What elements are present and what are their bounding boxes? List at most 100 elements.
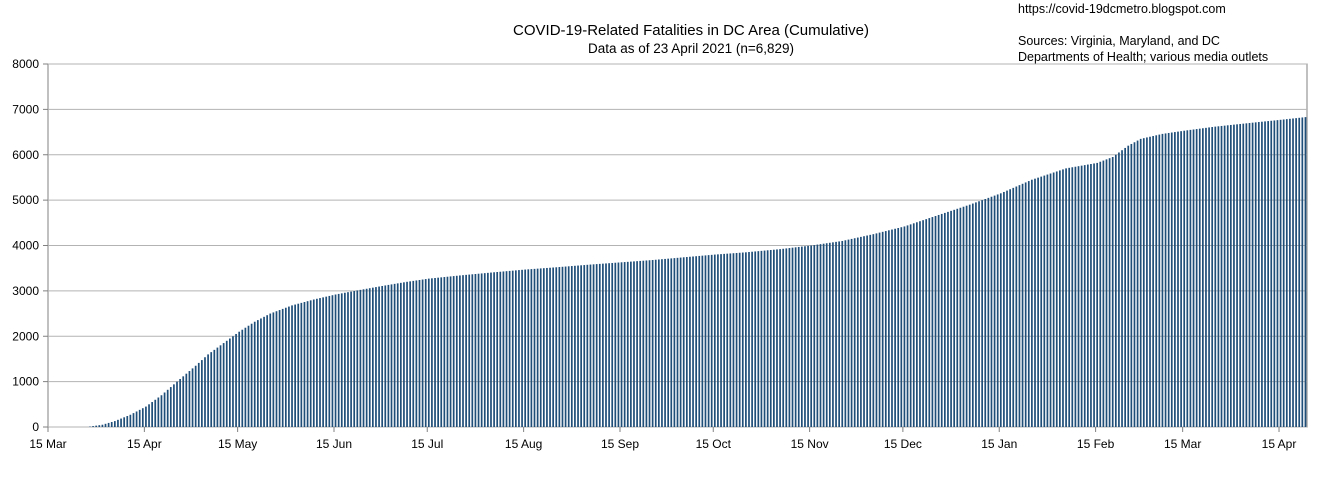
bar bbox=[1223, 125, 1226, 427]
bar bbox=[853, 238, 856, 427]
bar bbox=[698, 255, 701, 427]
bar bbox=[1111, 157, 1114, 427]
bar bbox=[937, 214, 940, 427]
bar bbox=[664, 258, 666, 427]
bar bbox=[1065, 168, 1067, 428]
bar bbox=[266, 315, 269, 427]
bar bbox=[670, 258, 673, 427]
bar bbox=[602, 263, 604, 427]
bar bbox=[611, 262, 614, 427]
bar bbox=[1093, 163, 1095, 427]
bar bbox=[412, 280, 415, 427]
bar bbox=[682, 257, 685, 427]
bar bbox=[1105, 159, 1108, 427]
bar bbox=[378, 286, 380, 427]
bar bbox=[459, 275, 461, 427]
bar bbox=[1130, 143, 1133, 427]
bar bbox=[1083, 165, 1086, 427]
bar bbox=[129, 414, 132, 427]
bar bbox=[800, 246, 803, 427]
bar bbox=[959, 207, 962, 427]
bar bbox=[713, 254, 716, 427]
bar bbox=[284, 307, 287, 427]
bar bbox=[1248, 122, 1251, 428]
bar bbox=[92, 426, 94, 427]
bar bbox=[888, 230, 890, 427]
bar bbox=[825, 243, 828, 427]
bar bbox=[794, 247, 797, 427]
bar bbox=[446, 276, 449, 427]
x-axis: 15 Mar 15 Apr 15 May 15 Jun 15 Jul 15 Aug 15 S… bbox=[29, 427, 1296, 451]
bar bbox=[325, 296, 328, 427]
bar bbox=[1114, 154, 1117, 427]
bar bbox=[984, 198, 987, 427]
bar bbox=[583, 265, 586, 427]
bar bbox=[679, 257, 682, 427]
bar bbox=[126, 416, 129, 427]
bar bbox=[872, 234, 875, 427]
bar bbox=[316, 298, 318, 427]
bar bbox=[173, 384, 175, 427]
bar bbox=[455, 275, 458, 427]
bar bbox=[384, 285, 387, 427]
bar bbox=[359, 289, 362, 427]
bar bbox=[1304, 117, 1307, 427]
bar bbox=[1220, 125, 1223, 428]
y-tick-label: 1000 bbox=[12, 375, 39, 389]
bar bbox=[1285, 119, 1288, 427]
bar bbox=[788, 248, 791, 427]
bar bbox=[558, 267, 561, 427]
bar bbox=[1024, 182, 1027, 427]
bar bbox=[334, 294, 337, 427]
bar bbox=[685, 257, 688, 427]
bar bbox=[396, 283, 399, 427]
bar bbox=[166, 389, 169, 427]
bar bbox=[878, 232, 881, 427]
bar bbox=[841, 240, 844, 427]
bar bbox=[1080, 165, 1083, 427]
bar bbox=[207, 354, 209, 427]
bar bbox=[437, 277, 439, 427]
y-tick-label: 6000 bbox=[12, 148, 39, 162]
bar bbox=[496, 272, 499, 427]
bar bbox=[344, 292, 346, 427]
bar bbox=[990, 196, 993, 427]
bar bbox=[869, 234, 872, 427]
bar bbox=[760, 250, 763, 427]
bar bbox=[720, 254, 722, 427]
bar bbox=[521, 269, 523, 427]
bar bbox=[797, 246, 800, 427]
bar bbox=[201, 360, 203, 427]
bar bbox=[427, 278, 430, 427]
bar bbox=[372, 287, 374, 427]
bar bbox=[185, 373, 188, 427]
bar bbox=[1068, 167, 1071, 427]
bar bbox=[213, 349, 216, 427]
bar bbox=[123, 417, 126, 427]
y-axis: 0 1000 2000 3000 4000 5000 6000 7000 8000 bbox=[12, 57, 48, 434]
chart-title: COVID-19-Related Fatalities in DC Area (… bbox=[513, 22, 869, 39]
bar bbox=[312, 299, 315, 427]
bar bbox=[900, 227, 903, 427]
bar bbox=[527, 269, 530, 427]
bar bbox=[816, 244, 819, 427]
bar bbox=[763, 250, 766, 427]
x-tick-label: 15 Mar bbox=[29, 437, 66, 451]
bar bbox=[113, 421, 116, 427]
bar bbox=[636, 261, 638, 427]
bar bbox=[1096, 162, 1099, 428]
bar bbox=[561, 266, 564, 427]
bar bbox=[847, 239, 850, 427]
bar bbox=[1189, 129, 1192, 427]
bar bbox=[387, 284, 390, 427]
bar bbox=[188, 371, 191, 427]
bar bbox=[766, 250, 769, 427]
bar bbox=[943, 212, 946, 427]
bar bbox=[353, 291, 356, 427]
bar bbox=[493, 272, 495, 427]
bar bbox=[390, 284, 393, 427]
bar bbox=[807, 245, 809, 427]
bar bbox=[1127, 145, 1130, 427]
bar bbox=[1270, 120, 1273, 427]
